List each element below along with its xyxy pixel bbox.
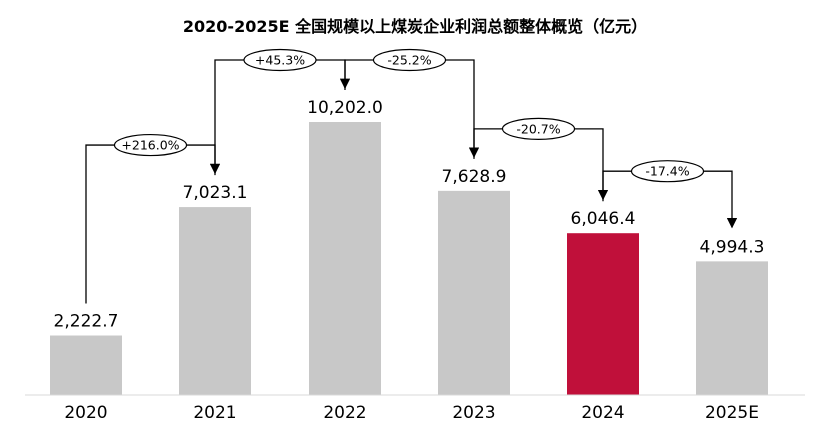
value-label-2024: 6,046.4 <box>571 209 636 229</box>
value-label-2020: 2,222.7 <box>54 312 119 332</box>
growth-ellipse-0 <box>113 133 188 157</box>
growth-label-2: -25.2% <box>387 53 431 68</box>
x-tick-2025e: 2025E <box>705 403 759 423</box>
growth-ellipse-4 <box>630 160 705 183</box>
x-tick-2020: 2020 <box>64 403 107 423</box>
growth-label-4: -17.4% <box>645 164 689 179</box>
growth-ellipse-3 <box>501 117 576 140</box>
growth-label-3: -20.7% <box>516 121 560 136</box>
bars-layer <box>50 122 768 395</box>
bar-2020 <box>50 335 122 395</box>
bar-2021 <box>179 207 251 395</box>
x-tick-2021: 2021 <box>193 403 236 423</box>
value-label-2022: 10,202.0 <box>307 98 383 118</box>
bar-2023 <box>438 190 510 395</box>
x-tick-2024: 2024 <box>581 403 624 423</box>
x-tick-2023: 2023 <box>452 403 495 423</box>
growth-ellipse-2 <box>372 48 447 72</box>
value-label-2021: 7,023.1 <box>183 183 248 203</box>
labels-layer: 2,222.7 2020 7,023.1 2021 10,202.0 2022 7,628.… <box>54 98 765 423</box>
value-label-2023: 7,628.9 <box>442 167 507 187</box>
growth-ellipse-1 <box>243 48 317 72</box>
bar-2022 <box>309 122 381 395</box>
growth-annotations: +216.0% +45.3% -25.2% -20.7% -17.4% <box>85 48 738 304</box>
bar-2025e <box>696 261 768 395</box>
growth-label-0: +216.0% <box>121 138 179 153</box>
x-tick-2022: 2022 <box>323 403 366 423</box>
bar-2024 <box>567 233 639 395</box>
growth-label-1: +45.3% <box>255 53 305 68</box>
chart-title: 2020-2025E 全国规模以上煤炭企业利润总额整体概览（亿元） <box>183 17 647 36</box>
value-label-2025e: 4,994.3 <box>700 237 765 257</box>
